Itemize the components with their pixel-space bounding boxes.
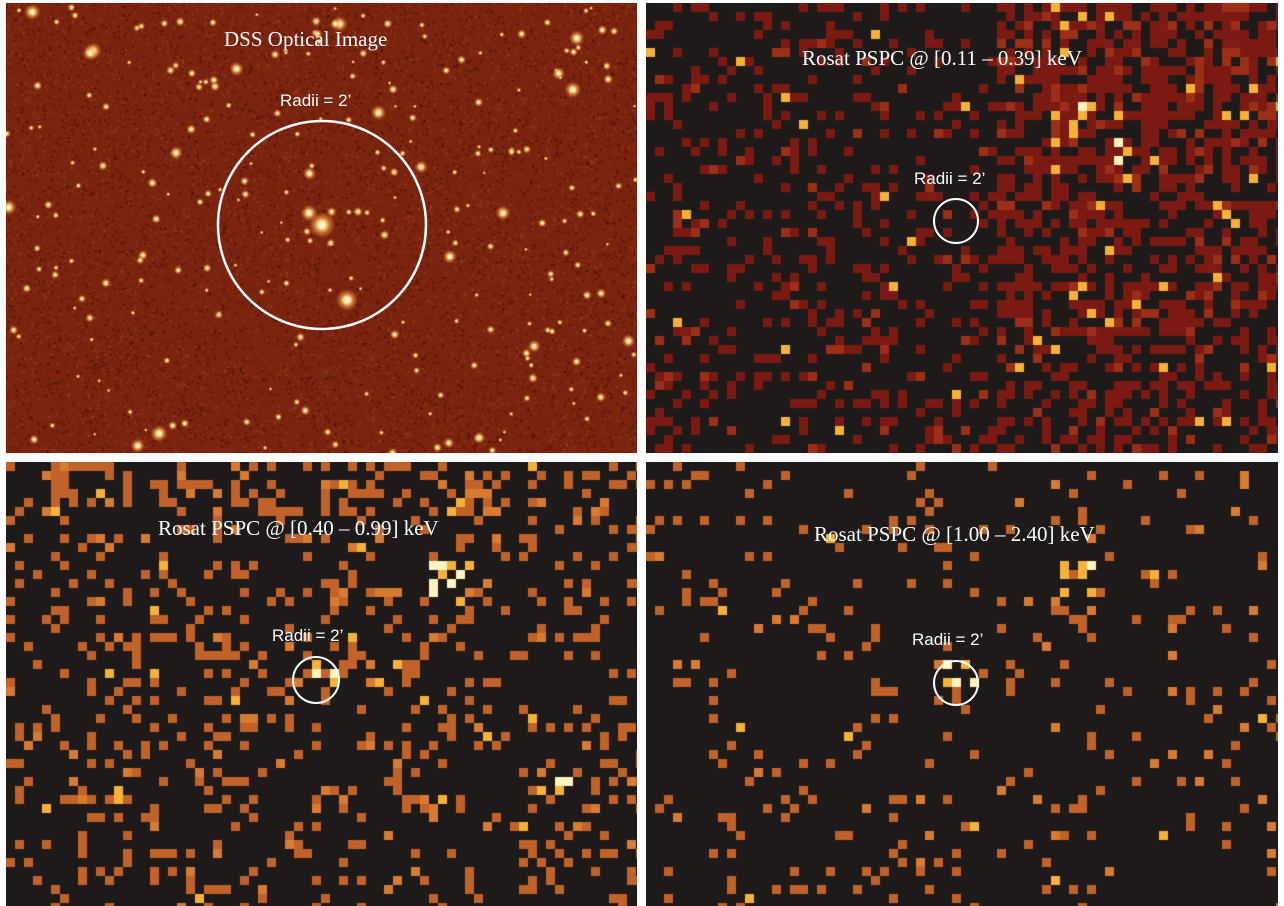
xray-mid-band-panel: Rosat PSPC @ [0.40 – 0.99] keV Radii = 2…	[6, 462, 637, 906]
aperture-circle	[933, 198, 979, 244]
panel-title: Rosat PSPC @ [0.11 – 0.39] keV	[802, 46, 1082, 70]
aperture-circle	[216, 119, 428, 331]
rosat-hard-band-image	[646, 462, 1278, 906]
radii-label: Radii = 2’	[914, 169, 986, 188]
aperture-overlay	[933, 198, 979, 244]
optical-image-panel: DSS Optical Image Radii = 2’	[6, 3, 637, 453]
xray-soft-band-panel: Rosat PSPC @ [0.11 – 0.39] keV Radii = 2…	[646, 3, 1278, 453]
radii-label: Radii = 2’	[912, 630, 984, 649]
panel-title: DSS Optical Image	[224, 27, 388, 51]
aperture-overlay	[292, 656, 340, 704]
aperture-overlay	[933, 660, 979, 706]
radii-label: Radii = 2’	[280, 91, 352, 110]
dss-optical-image	[6, 3, 637, 453]
rosat-soft-band-image	[646, 3, 1278, 453]
rosat-mid-band-image	[6, 462, 637, 906]
xray-hard-band-panel: Rosat PSPC @ [1.00 – 2.40] keV Radii = 2…	[646, 462, 1278, 906]
aperture-overlay	[216, 119, 428, 331]
aperture-circle	[933, 660, 979, 706]
panel-title: Rosat PSPC @ [0.40 – 0.99] keV	[158, 516, 439, 540]
aperture-circle	[292, 656, 340, 704]
panel-title: Rosat PSPC @ [1.00 – 2.40] keV	[814, 522, 1095, 546]
radii-label: Radii = 2’	[272, 626, 344, 645]
